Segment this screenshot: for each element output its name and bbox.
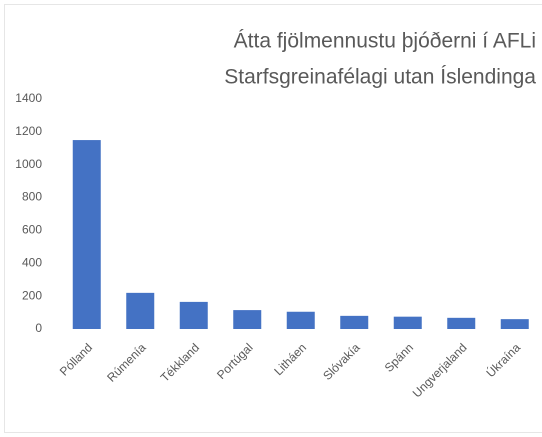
y-tick-label: 1000 — [15, 157, 42, 171]
bar — [500, 319, 529, 329]
x-tick-label: Spánn — [382, 340, 416, 374]
bar — [179, 301, 208, 329]
y-tick-label: 1400 — [15, 91, 42, 105]
y-tick-label: 0 — [35, 321, 42, 335]
x-tick-label: Ungverjaland — [410, 340, 470, 400]
y-tick-label: 200 — [22, 288, 42, 302]
x-tick-label: Portúgal — [214, 340, 256, 382]
chart-title: Starfsgreinafélagi utan Íslendinga — [224, 66, 536, 89]
x-tick-label: Rúmenía — [104, 340, 149, 385]
bar — [393, 316, 422, 329]
chart-border — [4, 4, 542, 433]
x-tick-label: Úkraína — [483, 340, 524, 381]
bar — [72, 140, 101, 329]
bar — [340, 315, 369, 329]
x-tick-label: Tékkland — [158, 340, 202, 384]
x-tick-label: Pólland — [57, 340, 95, 378]
y-tick-label: 600 — [22, 223, 42, 237]
y-tick-label: 400 — [22, 255, 42, 269]
x-tick-label: Litháen — [271, 340, 309, 378]
bar — [447, 317, 476, 329]
y-tick-label: 1200 — [15, 124, 42, 138]
bar — [233, 310, 262, 329]
bar — [126, 292, 155, 329]
chart-title: Átta fjölmennustu þjóðerni í AFLi — [234, 30, 536, 53]
bar — [286, 311, 315, 329]
x-tick-label: Slóvakía — [320, 340, 363, 383]
y-tick-label: 800 — [22, 190, 42, 204]
